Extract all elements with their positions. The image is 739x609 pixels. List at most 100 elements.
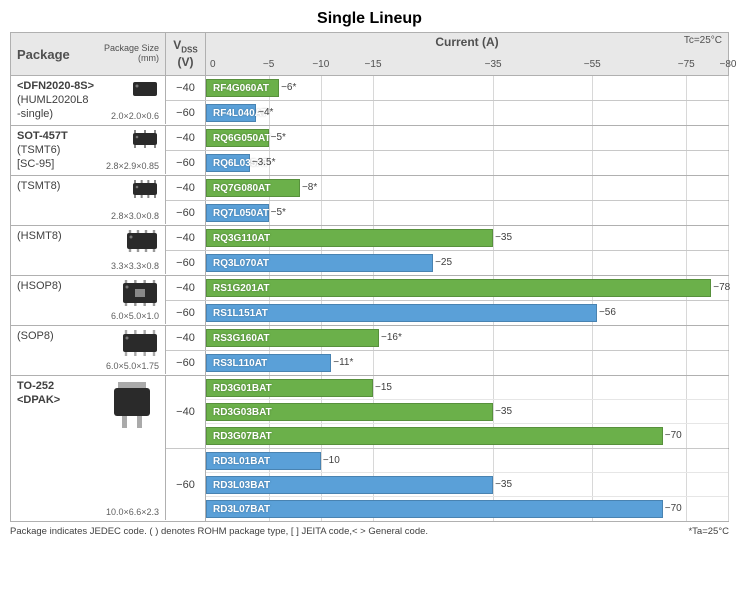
vdss-row: −60RS3L110AT−11*: [166, 351, 728, 375]
package-size: 2.8×2.9×0.85: [106, 161, 159, 171]
bar-row: RQ3G110AT−35: [206, 226, 728, 250]
package-cell: TO-252<DPAK>10.0×6.6×2.3: [11, 376, 166, 520]
vdss-cell: −60: [166, 201, 206, 225]
package-size: 6.0×5.0×1.0: [111, 311, 159, 321]
package-cell: <DFN2020-8S>(HUML2020L8-single)2.0×2.0×0…: [11, 76, 166, 124]
vdss-cell: −40: [166, 126, 206, 150]
bar-row: RQ7L050AT−5*: [206, 201, 728, 225]
vdss-row: −60RS1L151AT−56: [166, 301, 728, 325]
header-package: Package Package Size(mm): [11, 33, 166, 75]
part-number: RF4G060AT: [207, 83, 269, 94]
current-value: −16*: [381, 332, 402, 343]
part-number: RQ6G050AT: [207, 133, 271, 144]
vdss-cell: −40: [166, 226, 206, 250]
current-value: −56: [599, 307, 616, 318]
current-bar: RF4G060AT−6*: [206, 79, 279, 97]
package-subrows: −40RS1G201AT−78−60RS1L151AT−56: [166, 276, 728, 325]
current-value: −35: [495, 232, 512, 243]
current-value: −6*: [281, 82, 296, 93]
part-number: RD3G01BAT: [207, 383, 272, 394]
package-row: (TSMT8)2.8×3.0×0.8−40RQ7G080AT−8*−60RQ7L…: [11, 176, 728, 226]
package-icon: [121, 330, 159, 356]
vdss-row: −40RD3G01BAT−15RD3G03BAT−35RD3G07BAT−70: [166, 376, 728, 449]
current-value: −11*: [333, 357, 353, 368]
current-bar: RQ6G050AT−5*: [206, 129, 269, 147]
header-tc: Tc=25°C: [684, 35, 722, 46]
current-bar: RQ6L035AT−3.5*: [206, 154, 250, 172]
gridline: [728, 101, 729, 125]
header-chart: Current (A) Tc=25°C 0−5−10−15−35−55−75−8…: [206, 33, 728, 75]
package-cell: (HSOP8)6.0×5.0×1.0: [11, 276, 166, 324]
package-row: <DFN2020-8S>(HUML2020L8-single)2.0×2.0×0…: [11, 76, 728, 126]
current-value: −4*: [258, 107, 273, 118]
current-bar: RQ7G080AT−8*: [206, 179, 300, 197]
gridline: [728, 76, 729, 100]
part-number: RD3G03BAT: [207, 407, 272, 418]
current-bar: RD3L01BAT−10: [206, 452, 321, 470]
axis-tick: −55: [584, 59, 601, 70]
header-package-size-label: Package Size(mm): [104, 44, 159, 64]
bar-row: RF4G060AT −6*: [206, 76, 728, 100]
part-number: RD3G07BAT: [207, 431, 272, 442]
current-bar: RQ7L050AT−5*: [206, 204, 269, 222]
current-value: −3.5*: [252, 157, 276, 168]
gridline: [728, 376, 729, 448]
vdss-row: −40RS1G201AT−78: [166, 276, 728, 301]
package-subrows: −40RQ6G050AT−5*−60RQ6L035AT−3.5*: [166, 126, 728, 175]
vdss-row: −60RF4L040AT−4*: [166, 101, 728, 125]
bars-cell: RD3L01BAT−10RD3L03BAT−35RD3L07BAT−70: [206, 449, 728, 521]
part-number: RS1L151AT: [207, 308, 268, 319]
header-vdss-symbol: VDSS: [173, 39, 197, 55]
current-bar: RF4L040AT−4*: [206, 104, 256, 122]
bars-cell: RQ3L070AT−25: [206, 251, 728, 275]
current-bar: RQ3L070AT−25: [206, 254, 433, 272]
current-bar: RS3L110AT−11*: [206, 354, 331, 372]
current-value: −35: [495, 479, 512, 490]
header-vdss: VDSS (V): [166, 33, 206, 75]
lineup-table: Package Package Size(mm) VDSS (V) Curren…: [10, 32, 729, 522]
package-cell: SOT-457T(TSMT6)[SC-95]2.8×2.9×0.85: [11, 126, 166, 174]
package-row: (HSMT8)3.3×3.3×0.8−40RQ3G110AT−35−60RQ3L…: [11, 226, 728, 276]
part-number: RD3L07BAT: [207, 504, 270, 515]
package-size: 10.0×6.6×2.3: [106, 507, 159, 517]
part-number: RD3L03BAT: [207, 480, 270, 491]
current-bar: RD3G01BAT−15: [206, 379, 373, 397]
bar-row: RD3L03BAT −35: [206, 473, 728, 497]
current-bar: RD3G03BAT−35: [206, 403, 493, 421]
package-icon: [105, 380, 159, 428]
current-bar: RD3G07BAT−70: [206, 427, 663, 445]
package-icon: [125, 230, 159, 252]
vdss-cell: −40: [166, 326, 206, 350]
chart-title: Single Lineup: [10, 10, 729, 28]
bar-row: RD3G07BAT−70: [206, 424, 728, 448]
gridline: [728, 201, 729, 225]
bars-cell: RS1G201AT−78: [206, 276, 728, 300]
vdss-row: −60RQ7L050AT−5*: [166, 201, 728, 225]
axis-tick: −15: [365, 59, 382, 70]
current-bar: RS1G201AT−78: [206, 279, 711, 297]
bars-cell: RQ7G080AT−8*: [206, 176, 728, 200]
bar-row: RS3L110AT−11*: [206, 351, 728, 375]
vdss-cell: −40: [166, 176, 206, 200]
gridline: [728, 326, 729, 350]
axis-tick: −5: [263, 59, 274, 70]
package-size: 2.0×2.0×0.6: [111, 111, 159, 121]
package-size: 6.0×5.0×1.75: [106, 361, 159, 371]
vdss-row: −40RQ7G080AT−8*: [166, 176, 728, 201]
bar-row: RQ3L070AT−25: [206, 251, 728, 275]
package-subrows: −40RQ7G080AT−8*−60RQ7L050AT−5*: [166, 176, 728, 225]
package-subrows: −40RF4G060AT−6*−60RF4L040AT−4*: [166, 76, 728, 125]
package-icon: [131, 80, 159, 98]
current-value: −78: [713, 282, 730, 293]
bar-row: RQ6G050AT−5*: [206, 126, 728, 150]
current-value: −15: [375, 382, 392, 393]
package-row: (SOP8)6.0×5.0×1.75−40RS3G160AT−16*−60RS3…: [11, 326, 728, 376]
package-row: SOT-457T(TSMT6)[SC-95]2.8×2.9×0.85−40RQ6…: [11, 126, 728, 176]
current-bar: RS1L151AT−56: [206, 304, 597, 322]
bars-cell: RS3L110AT−11*: [206, 351, 728, 375]
bars-cell: RD3G01BAT−15RD3G03BAT−35RD3G07BAT−70: [206, 376, 728, 448]
vdss-cell: −60: [166, 151, 206, 175]
package-row: (HSOP8)6.0×5.0×1.0−40RS1G201AT−78−60RS1L…: [11, 276, 728, 326]
part-number: RS3G160AT: [207, 333, 270, 344]
package-subrows: −40RS3G160AT −16* −60RS3L110AT−11*: [166, 326, 728, 375]
